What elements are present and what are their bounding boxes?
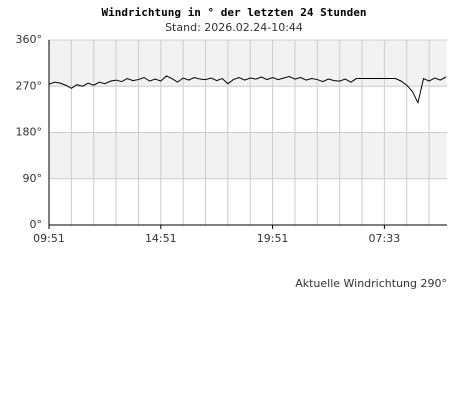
- y-tick-label: 360°: [16, 33, 43, 46]
- y-tick-label: 0°: [30, 218, 43, 231]
- line: [48, 75, 447, 105]
- y-tick-label: 180°: [16, 126, 43, 139]
- y-tick-label: 90°: [23, 172, 43, 185]
- x-tick-label: 09:51: [33, 232, 65, 245]
- chart-subtitle: Stand: 2026.02.24-10:44: [165, 21, 303, 34]
- annotation: Aktuelle Windrichtung 290°: [295, 277, 447, 290]
- x-tick-label: 19:51: [257, 232, 289, 245]
- x-tick-label: 14:51: [145, 232, 177, 245]
- x-tick-label: 07:33: [369, 232, 401, 245]
- y-tick-label: 270°: [16, 79, 43, 92]
- band: [49, 132, 447, 179]
- chart-title: Windrichtung in ° der letzten 24 Stunden: [102, 6, 367, 19]
